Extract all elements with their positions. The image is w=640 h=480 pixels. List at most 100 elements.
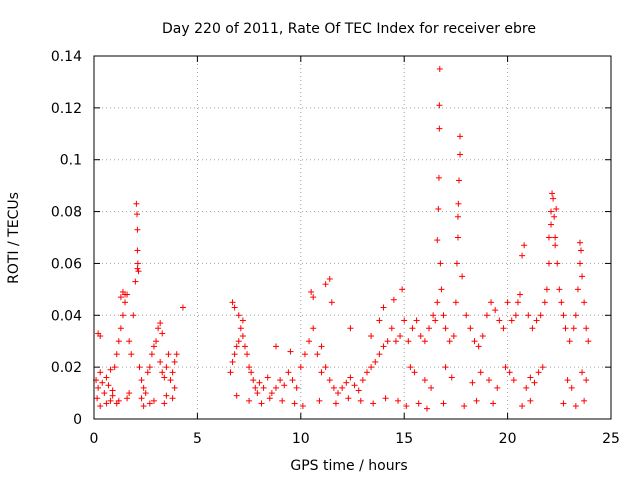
- data-point: [124, 395, 131, 402]
- data-point: [440, 312, 447, 319]
- data-point: [382, 395, 389, 402]
- data-point: [117, 325, 124, 332]
- data-point: [250, 377, 257, 384]
- data-point: [494, 384, 501, 391]
- data-point: [436, 102, 443, 109]
- data-point: [229, 299, 236, 306]
- data-point: [372, 358, 379, 365]
- data-point: [301, 351, 308, 358]
- data-point: [231, 304, 238, 311]
- data-point: [514, 299, 521, 306]
- data-point: [173, 351, 180, 358]
- data-point: [537, 312, 544, 319]
- data-point: [134, 247, 141, 254]
- data-point: [136, 364, 143, 371]
- data-point: [574, 286, 581, 293]
- data-point: [448, 374, 455, 381]
- data-point: [500, 325, 507, 332]
- data-point: [426, 325, 433, 332]
- x-tick-label: 20: [499, 431, 517, 447]
- data-point: [105, 382, 112, 389]
- data-point: [477, 369, 484, 376]
- data-point: [543, 286, 550, 293]
- data-point: [558, 299, 565, 306]
- data-point: [179, 304, 186, 311]
- data-point: [576, 260, 583, 267]
- data-point: [428, 384, 435, 391]
- data-point: [388, 325, 395, 332]
- data-point: [399, 286, 406, 293]
- data-point: [376, 317, 383, 324]
- data-point: [268, 390, 275, 397]
- data-point: [560, 400, 567, 407]
- y-tick-label: 0.04: [51, 308, 82, 324]
- data-point: [510, 377, 517, 384]
- data-point: [339, 384, 346, 391]
- data-point: [231, 351, 238, 358]
- data-point: [430, 312, 437, 319]
- data-point: [150, 343, 157, 350]
- data-point: [463, 312, 470, 319]
- data-point: [142, 390, 149, 397]
- data-point: [512, 312, 519, 319]
- y-tick-label: 0.02: [51, 360, 82, 376]
- data-point: [306, 338, 313, 345]
- data-point: [94, 395, 101, 402]
- data-point: [459, 273, 466, 280]
- data-point: [535, 369, 542, 376]
- data-point: [583, 377, 590, 384]
- data-point: [291, 400, 298, 407]
- data-point: [97, 333, 104, 340]
- data-point: [351, 382, 358, 389]
- data-point: [432, 317, 439, 324]
- data-point: [107, 366, 114, 373]
- data-point: [161, 400, 168, 407]
- data-point: [453, 260, 460, 267]
- data-point: [488, 299, 495, 306]
- data-point: [128, 351, 135, 358]
- data-point: [254, 390, 261, 397]
- data-point: [531, 379, 538, 386]
- data-point: [169, 369, 176, 376]
- data-point: [146, 364, 153, 371]
- data-point: [415, 400, 422, 407]
- plot-frame: [93, 55, 612, 420]
- data-point: [454, 213, 461, 220]
- data-point: [163, 392, 170, 399]
- data-point: [568, 384, 575, 391]
- data-point: [235, 338, 242, 345]
- x-tick-label: 5: [193, 431, 202, 447]
- data-point: [564, 377, 571, 384]
- data-point: [239, 317, 246, 324]
- data-point: [413, 317, 420, 324]
- data-point: [519, 403, 526, 410]
- data-point: [126, 338, 133, 345]
- data-point: [109, 392, 116, 399]
- data-point: [148, 351, 155, 358]
- data-point: [130, 312, 137, 319]
- data-point: [572, 312, 579, 319]
- data-point: [442, 325, 449, 332]
- data-point: [504, 299, 511, 306]
- data-point: [548, 208, 555, 215]
- data-point: [256, 379, 263, 386]
- data-point: [436, 125, 443, 132]
- data-point: [289, 377, 296, 384]
- data-point: [133, 200, 140, 207]
- data-point: [330, 384, 337, 391]
- data-point: [473, 397, 480, 404]
- data-point: [508, 317, 515, 324]
- data-point: [380, 304, 387, 311]
- data-point: [490, 400, 497, 407]
- data-point: [363, 369, 370, 376]
- data-point: [140, 403, 147, 410]
- data-point: [241, 343, 248, 350]
- data-point: [541, 299, 548, 306]
- data-point: [244, 351, 251, 358]
- data-point: [421, 338, 428, 345]
- data-point: [109, 387, 116, 394]
- data-point: [258, 400, 265, 407]
- data-point: [357, 397, 364, 404]
- data-point: [450, 333, 457, 340]
